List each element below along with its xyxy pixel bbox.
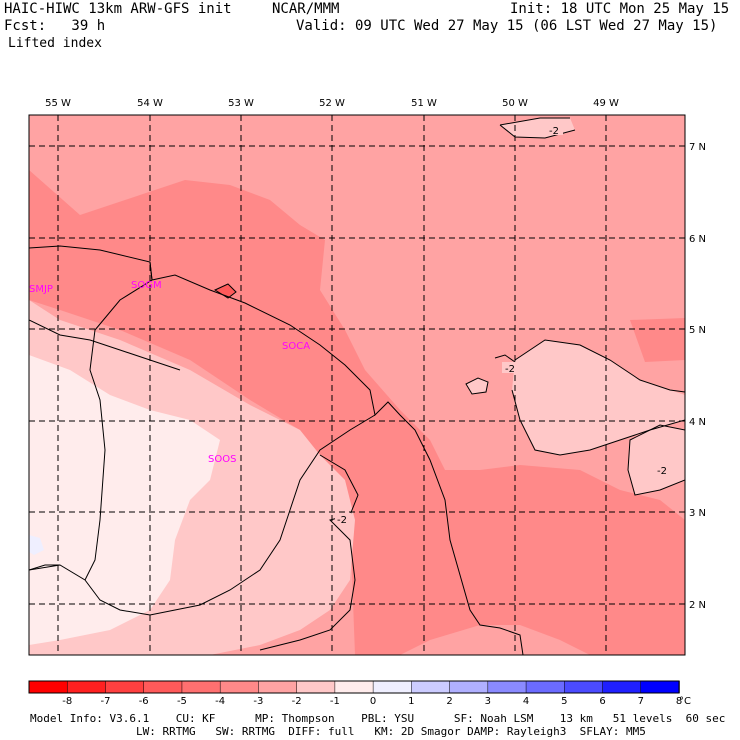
border-guyane-brazil: [29, 319, 181, 371]
lat-lon-grid: [29, 115, 685, 655]
station-smjp: SMJP: [29, 284, 53, 295]
colorbar-cell: [602, 680, 642, 694]
colorbar-cell: [411, 680, 451, 694]
border-oyapock: [29, 414, 376, 616]
colorbar-unit: °C: [679, 696, 691, 707]
colorbar-label: 1: [408, 696, 414, 707]
forecast-hour: Fcst: 39 h: [4, 18, 106, 34]
fill-li-minus3-band: [29, 170, 685, 655]
contour-label: -2: [505, 364, 515, 375]
station-soca: SOCA: [282, 341, 310, 352]
contour-minus2-east-b: [511, 389, 685, 456]
station-soos: SOOS: [208, 454, 236, 465]
lon-label: 51 W: [411, 98, 437, 109]
colorbar-cell: [525, 680, 566, 694]
valid-time: Valid: 09 UTC Wed 27 May 15 (06 LST Wed …: [296, 18, 718, 34]
colorbar-cell: [66, 680, 107, 694]
colorbar-label: 5: [561, 696, 567, 707]
fill-li-minus1-east: [512, 340, 685, 455]
fill-li-minus0-region: [29, 355, 220, 645]
colorbar-cell: [334, 680, 374, 694]
colorbar-cell: [105, 680, 145, 694]
fill-li-minus1-se: [628, 425, 685, 495]
colorbar-cell: [28, 680, 68, 694]
colorbar-label: -5: [177, 696, 187, 707]
lat-label: 2 N: [689, 600, 706, 611]
colorbar-cell: [258, 680, 298, 694]
colorbar: -8 -7 -6 -5 -4 -3 -2 -1 0 1 2 3 4 5 6 7 8 °C: [28, 680, 691, 707]
colorbar-label: -1: [330, 696, 340, 707]
boundary-lines: [29, 117, 685, 655]
colorbar-cell: [219, 680, 260, 694]
model-title: HAIC-HIWC 13km ARW-GFS init: [4, 1, 232, 17]
contour-minus2-isle: [465, 377, 489, 395]
contour-minus2-se: [627, 424, 685, 496]
colorbar-cell: [296, 680, 336, 694]
lat-label: 4 N: [689, 417, 706, 428]
colorbar-label: -7: [100, 696, 110, 707]
lat-label: 5 N: [689, 325, 706, 336]
colorbar-label: 8: [676, 696, 682, 707]
colorbar-label: -4: [215, 696, 225, 707]
lon-label: 50 W: [502, 98, 528, 109]
lon-label: 55 W: [45, 98, 71, 109]
lat-label: 6 N: [689, 234, 706, 245]
colorbar-cell: [449, 680, 489, 694]
map-fill-layer: [29, 115, 685, 655]
contour-labels: -2 -2 -2 -2: [335, 124, 671, 526]
colorbar-label: 7: [638, 696, 644, 707]
contour-minus4-spot: [213, 283, 237, 299]
colorbar-label: 3: [485, 696, 491, 707]
colorbar-cell: [372, 680, 413, 694]
footer-model-info: Model Info: V3.6.1 CU: KF MP: Thompson P…: [30, 712, 726, 725]
fill-li-plus-spot: [29, 535, 44, 555]
colorbar-cell: [564, 680, 604, 694]
lat-label: 3 N: [689, 508, 706, 519]
lon-label: 54 W: [137, 98, 163, 109]
init-time: Init: 18 UTC Mon 25 May 15: [510, 1, 730, 17]
contour-label: -2: [337, 515, 347, 526]
border-west: [29, 564, 60, 571]
lon-label: 49 W: [593, 98, 619, 109]
colorbar-cell: [181, 680, 221, 694]
contour-minus2-main: [259, 454, 359, 651]
colorbar-label: 2: [446, 696, 452, 707]
contour-label: -2: [549, 126, 559, 137]
fill-li-minus1-isle: [466, 378, 488, 394]
station-sogm: SOGM: [131, 280, 162, 291]
colorbar-label: -6: [139, 696, 149, 707]
field-name: Lifted index: [8, 36, 102, 51]
lat-labels: 7 N 6 N 5 N 4 N 3 N 2 N: [689, 142, 706, 611]
colorbar-label: 0: [370, 696, 376, 707]
lon-labels: 55 W 54 W 53 W 52 W 51 W 50 W 49 W: [45, 98, 619, 109]
colorbar-label: -2: [292, 696, 302, 707]
border-suriname-guyane: [84, 261, 153, 581]
colorbar-label: -8: [62, 696, 72, 707]
contour-minus2-east: [514, 339, 685, 393]
fill-li-minus4-spot: [215, 284, 236, 298]
colorbar-cell: [640, 680, 680, 694]
contour-label: -2: [657, 466, 667, 477]
footer-physics-info: LW: RRTMG SW: RRTMG DIFF: full KM: 2D Sm…: [30, 725, 646, 738]
lon-label: 52 W: [319, 98, 345, 109]
map-frame: [28, 114, 686, 656]
colorbar-frame: [28, 680, 680, 694]
colorbar-cell: [143, 680, 183, 694]
lon-label: 53 W: [228, 98, 254, 109]
lat-label: 7 N: [689, 142, 706, 153]
colorbar-cell: [487, 680, 527, 694]
colorbar-label: 4: [523, 696, 529, 707]
colorbar-label: -3: [253, 696, 263, 707]
org-label: NCAR/MMM: [272, 1, 340, 17]
colorbar-label: 6: [599, 696, 605, 707]
